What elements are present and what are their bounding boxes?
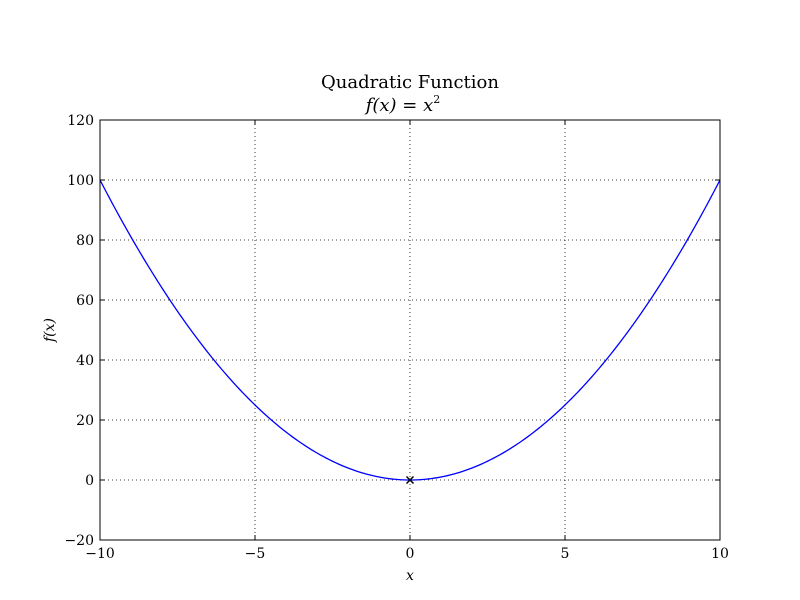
x-tick-label: −10 [85, 546, 115, 562]
chart-title: Quadratic Function [321, 72, 499, 93]
vertex-marker [405, 475, 415, 485]
subtitle-exponent: 2 [433, 93, 440, 106]
y-tick-label: 20 [76, 413, 94, 429]
subtitle-main: f(x) = x [364, 95, 434, 116]
x-tick-label: 5 [561, 546, 570, 562]
y-tick-label: −20 [64, 533, 94, 549]
x-tick-label: 10 [711, 546, 729, 562]
y-tick-label: 60 [76, 293, 94, 309]
y-tick-label: 120 [67, 113, 94, 129]
y-tick-label: 40 [76, 353, 94, 369]
y-tick-label: 80 [76, 233, 94, 249]
x-axis-label: x [406, 568, 414, 584]
axis-ticks: −10 −5 0 5 10 −20 0 20 40 60 80 100 120 [64, 113, 728, 562]
x-tick-label: 0 [406, 546, 415, 562]
y-axis-label: f(x) [42, 318, 58, 343]
x-tick-label: −5 [245, 546, 266, 562]
y-tick-label: 0 [85, 473, 94, 489]
chart-subtitle: f(x) = x2 [364, 93, 441, 116]
plot-area [99, 179, 721, 485]
grid-lines [100, 120, 720, 540]
y-tick-label: 100 [67, 173, 94, 189]
